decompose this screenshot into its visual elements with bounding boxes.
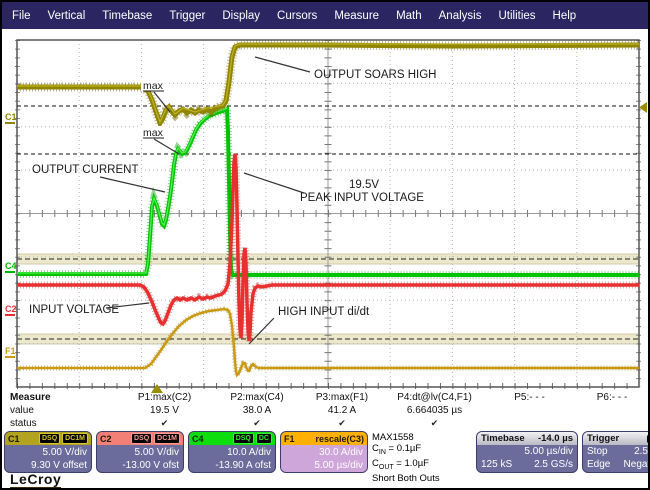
measure-table: Measure value status P1:max(C2) 19.5 V ✔…: [2, 391, 648, 431]
annotation-max1: max: [143, 80, 164, 92]
c4-label: C4: [192, 433, 204, 444]
channel-marker-c1[interactable]: C1: [5, 112, 17, 122]
descriptor-box-row: C1 DSQ DC1M 5.00 V/div 9.30 V offset C2 …: [4, 431, 650, 484]
note-title: MAX1558: [372, 432, 414, 443]
timebase-per-div: 5.00 µs/div: [524, 446, 573, 457]
menu-cursors[interactable]: Cursors: [277, 9, 318, 22]
menu-bar: File Vertical Timebase Trigger Display C…: [2, 2, 648, 29]
c2-acquisition-badge: DSQ: [130, 433, 153, 444]
menu-math[interactable]: Math: [396, 9, 422, 22]
c1-offset: 9.30 V offset: [31, 460, 87, 471]
annotation-peak-value: 19.5V: [349, 179, 379, 191]
channel-descriptor-c1[interactable]: C1 DSQ DC1M 5.00 V/div 9.30 V offset: [4, 431, 92, 473]
c4-scale: 10.0 A/div: [227, 447, 271, 458]
annotation-output-soars-high: OUTPUT SOARS HIGH: [314, 69, 436, 81]
channel-marker-c2[interactable]: C2: [5, 304, 17, 314]
note-footer: Short Both Outs: [372, 472, 440, 484]
f1-scale: 30.0 A/div: [319, 447, 363, 458]
c4-coupling-badge: DC: [255, 433, 272, 444]
timebase-title: Timebase: [481, 433, 525, 444]
graticule: [15, 39, 641, 389]
c1-label: C1: [8, 433, 20, 444]
trigger-level: 2.55 V: [634, 446, 648, 457]
note-cout: COUT = 1.0µF: [372, 457, 429, 471]
channel-marker-f1[interactable]: F1: [5, 346, 16, 356]
trigger-source-badge: C1: [646, 433, 648, 444]
channel-descriptor-c2[interactable]: C2 DSQ DC1M 5.00 V/div -13.00 V ofst: [96, 431, 184, 473]
annotation-input-voltage: INPUT VOLTAGE: [29, 304, 119, 316]
note-cin: CIN = 0.1µF: [372, 443, 422, 456]
trace-c1: [17, 40, 640, 134]
level-cursor-lines: [17, 105, 639, 155]
menu-file[interactable]: File: [12, 9, 31, 22]
menu-utilities[interactable]: Utilities: [498, 9, 536, 22]
trace-c2: [17, 153, 639, 342]
annotation-max2: max: [143, 127, 164, 139]
measure-p3[interactable]: P3:max(F1) 41.2 A ✔: [315, 392, 369, 428]
trace-f1: [17, 306, 639, 380]
waveform-display: C1 C4 C2 F1 OUTPUT SOARS HIGH max max OU…: [5, 39, 647, 393]
measure-p6[interactable]: P6:- - -: [596, 392, 628, 403]
f1-timebase: 5.00 µs/div: [314, 460, 363, 471]
c2-offset: -13.00 V ofst: [122, 460, 179, 471]
c4-offset: -13.90 A ofst: [215, 460, 271, 471]
lecroy-logo: LeCroy: [10, 471, 62, 488]
annotation-high-input-didt: HIGH INPUT di/dt: [278, 306, 370, 318]
measure-p4[interactable]: P4:dt@lv(C4,F1) 6.664035 µs ✔: [397, 392, 472, 428]
setup-note: MAX1558 CIN = 0.1µF COUT = 1.0µF Short B…: [372, 431, 468, 484]
menu-help[interactable]: Help: [552, 9, 577, 22]
menu-trigger[interactable]: Trigger: [169, 9, 206, 22]
c2-scale: 5.00 V/div: [134, 447, 179, 458]
timebase-delay: -14.0 µs: [537, 433, 573, 444]
timebase-samples: 125 kS: [481, 459, 513, 470]
trigger-type: Edge: [587, 459, 611, 470]
trigger-mode: Stop: [587, 446, 608, 457]
annotation-output-current: OUTPUT CURRENT: [32, 164, 138, 176]
trigger-time-marker[interactable]: [151, 384, 163, 393]
c4-acquisition-badge: DSQ: [232, 433, 254, 444]
measure-row-labels: Measure value status: [10, 392, 51, 429]
c2-label: C2: [100, 433, 112, 444]
measure-p5[interactable]: P5:- - -: [514, 392, 545, 403]
measure-p2[interactable]: P2:max(C4) 38.0 A ✔: [230, 392, 284, 428]
measure-p1[interactable]: P1:max(C2) 19.5 V ✔: [137, 392, 192, 428]
timebase-descriptor[interactable]: Timebase -14.0 µs 5.00 µs/div 125 kS 2.5…: [476, 431, 578, 473]
trace-descriptor-f1[interactable]: F1 rescale(C3) 30.0 A/div 5.00 µs/div: [280, 431, 368, 473]
menu-measure[interactable]: Measure: [334, 9, 380, 22]
trigger-slope: Negative: [623, 459, 650, 470]
f1-function: rescale(C3): [315, 433, 364, 444]
timebase-rate: 2.5 GS/s: [534, 459, 573, 470]
annotation-peak-input-voltage: PEAK INPUT VOLTAGE: [300, 192, 424, 204]
menu-analysis[interactable]: Analysis: [438, 9, 482, 22]
c2-coupling-badge: DC1M: [154, 433, 180, 444]
trigger-title: Trigger: [587, 433, 620, 444]
c1-coupling-badge: DC1M: [62, 433, 88, 444]
trigger-descriptor[interactable]: Trigger C1 Stop 2.55 V Edge Negative: [582, 431, 650, 473]
channel-marker-c4[interactable]: C4: [5, 261, 17, 271]
menu-display[interactable]: Display: [222, 9, 261, 22]
c1-scale: 5.00 V/div: [42, 447, 87, 458]
channel-descriptor-c4[interactable]: C4 DSQ DC 10.0 A/div -13.90 A ofst: [188, 431, 276, 473]
trace-c4: [17, 102, 639, 279]
c1-acquisition-badge: DSQ: [38, 433, 61, 444]
menu-vertical[interactable]: Vertical: [47, 9, 86, 22]
trigger-level-marker[interactable]: [639, 102, 647, 113]
f1-label: F1: [284, 433, 295, 444]
menu-timebase[interactable]: Timebase: [102, 9, 153, 22]
